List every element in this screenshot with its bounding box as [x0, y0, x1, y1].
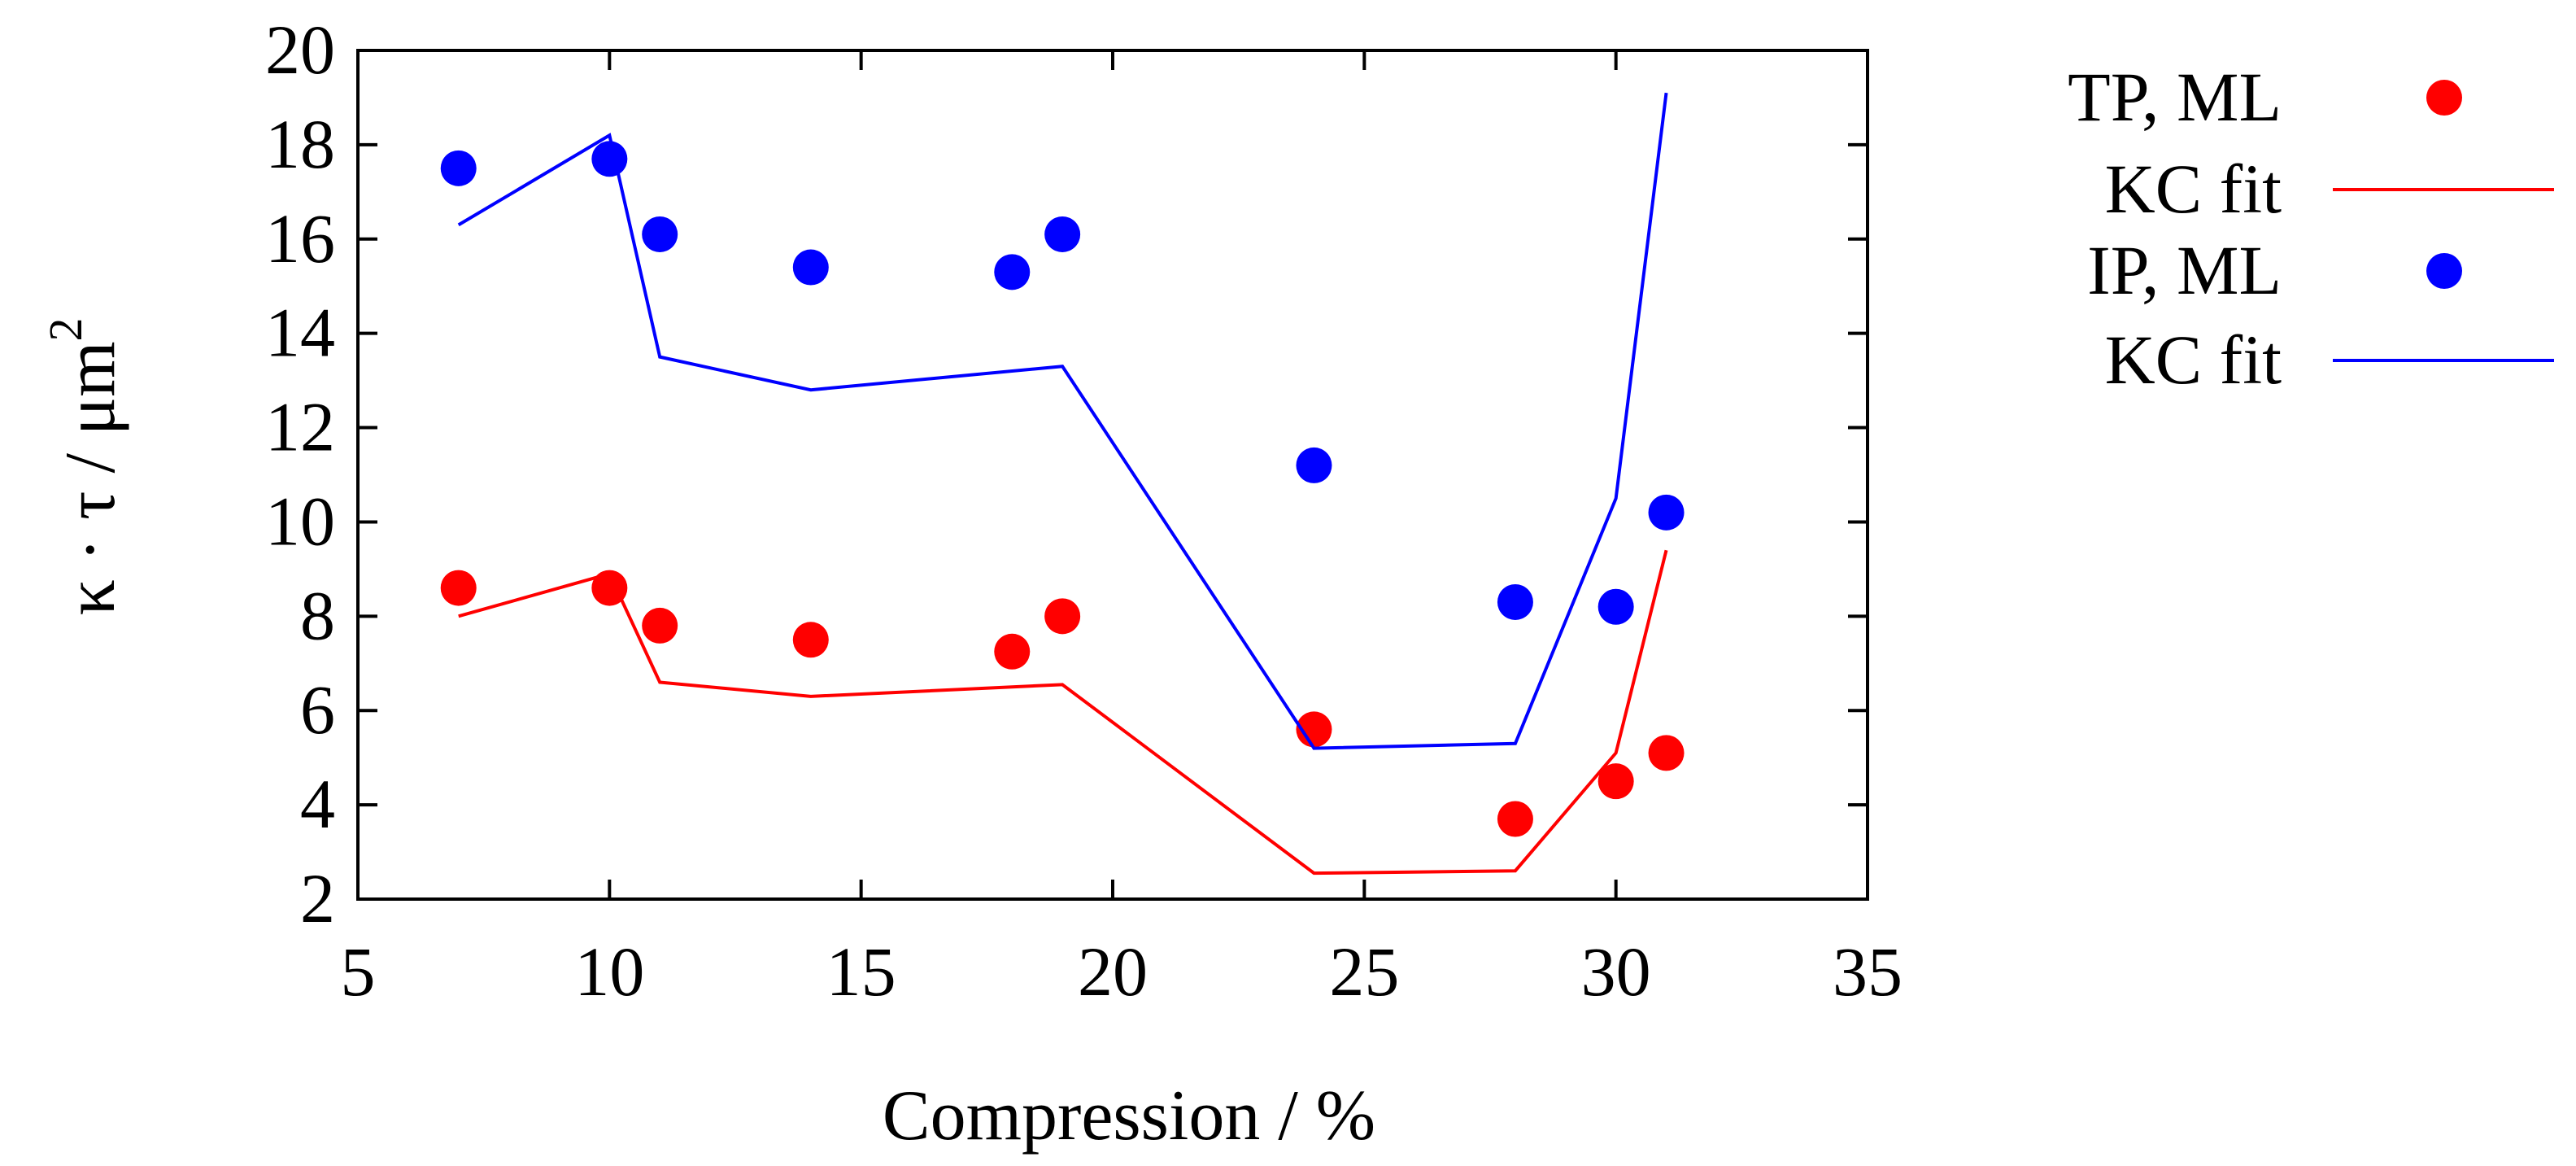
data-point — [792, 622, 829, 658]
legend-label: IP, ML — [2087, 231, 2282, 309]
data-point — [1044, 598, 1081, 635]
series-line — [458, 549, 1668, 876]
legend-label: KC fit — [2105, 150, 2282, 228]
y-tick-label: 20 — [265, 11, 335, 89]
data-point — [1296, 447, 1332, 483]
data-point — [1597, 588, 1634, 625]
data-point — [1648, 735, 1685, 771]
series-0 — [440, 570, 1685, 837]
x-axis-title: Compression / % — [883, 1076, 1375, 1155]
y-tick-label: 8 — [300, 576, 335, 654]
axes: 5 10 15 20 25 30 35 2 4 6 8 10 12 14 16 18 20 — [265, 11, 1903, 1011]
legend-marker — [2426, 80, 2462, 116]
x-tick-label: 25 — [1329, 932, 1399, 1011]
data-point — [792, 249, 829, 286]
y-tick-label: 2 — [300, 859, 335, 937]
data-point — [1597, 763, 1634, 800]
legend-label: TP, ML — [2068, 58, 2282, 136]
plot-frame — [356, 49, 1869, 901]
x-tick-label: 20 — [1078, 932, 1148, 1011]
y-axis-title-superscript: 2 — [39, 317, 92, 341]
x-tick-label: 30 — [1581, 932, 1651, 1011]
y-tick-label: 18 — [265, 105, 335, 183]
data-point — [1497, 801, 1533, 837]
series-1 — [458, 549, 1668, 876]
y-axis-title-main: κ · τ / μm — [51, 341, 130, 615]
data-point — [1497, 583, 1533, 620]
y-tick-label: 4 — [300, 765, 335, 843]
y-tick-label: 10 — [265, 482, 335, 560]
data-point — [642, 216, 678, 252]
data-point — [1296, 711, 1332, 748]
y-axis-title: κ · τ / μm2 — [39, 317, 130, 615]
y-tick-label: 12 — [265, 388, 335, 466]
y-tick-label: 6 — [300, 670, 335, 749]
data-point — [642, 607, 678, 644]
x-tick-label: 15 — [826, 932, 896, 1011]
data-point — [994, 254, 1031, 290]
series-layer — [440, 92, 1685, 876]
data-point — [1648, 494, 1685, 531]
data-point — [591, 141, 628, 177]
series-2 — [440, 141, 1685, 625]
data-point — [440, 570, 477, 606]
x-tick-label: 10 — [574, 932, 644, 1011]
x-tick-label: 5 — [341, 932, 376, 1011]
series-line — [457, 92, 1668, 750]
y-tick-label: 14 — [265, 294, 335, 372]
y-tick-label: 16 — [265, 199, 335, 277]
x-tick-label: 35 — [1833, 932, 1903, 1011]
legend-marker — [2426, 253, 2462, 289]
legend-label: KC fit — [2105, 321, 2282, 399]
data-point — [440, 150, 477, 186]
series-3 — [457, 92, 1668, 750]
data-point — [994, 633, 1031, 670]
data-point — [1044, 216, 1081, 252]
